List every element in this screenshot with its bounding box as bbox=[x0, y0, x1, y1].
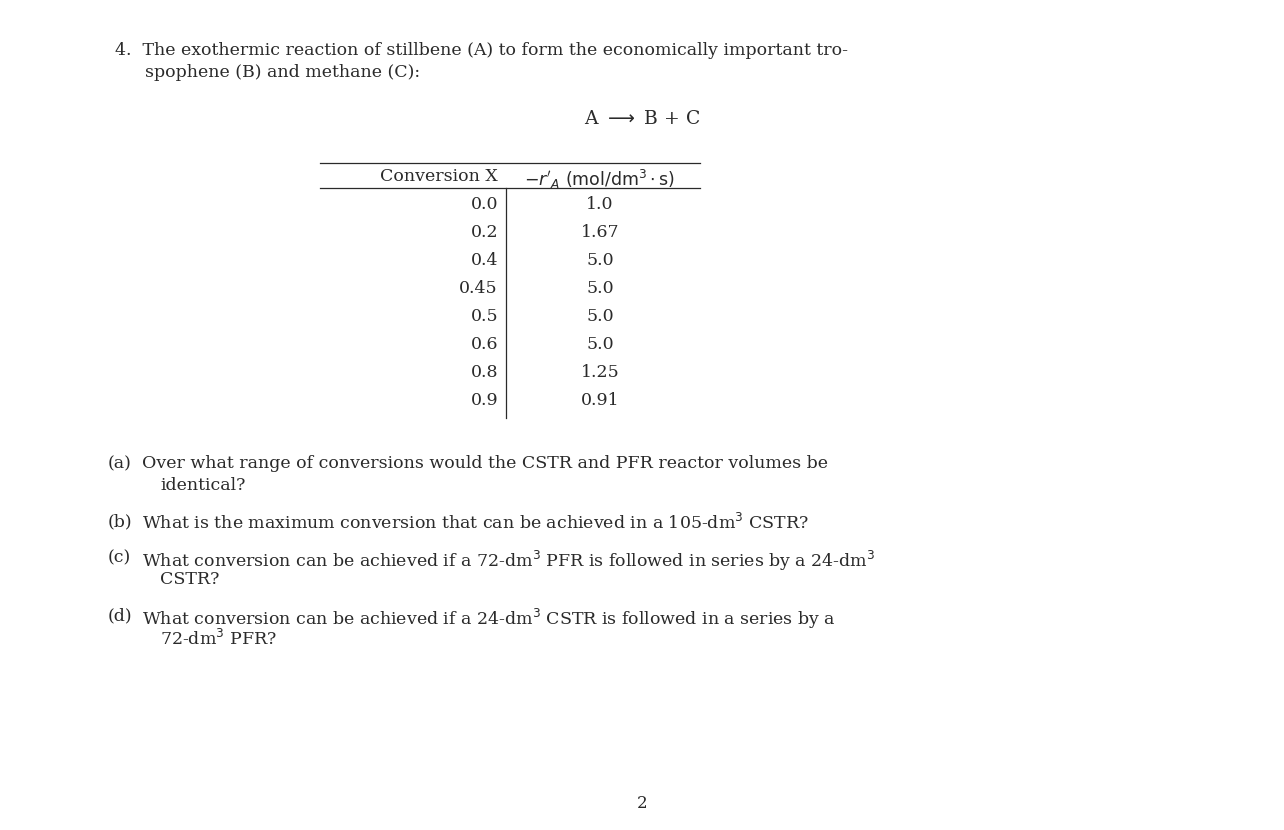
Text: 0.9: 0.9 bbox=[470, 392, 498, 409]
Text: 0.2: 0.2 bbox=[470, 224, 498, 241]
Text: 0.5: 0.5 bbox=[470, 308, 498, 325]
Text: 72-dm$^3$ PFR?: 72-dm$^3$ PFR? bbox=[160, 629, 277, 649]
Text: (a): (a) bbox=[108, 455, 132, 472]
Text: CSTR?: CSTR? bbox=[160, 571, 220, 588]
Text: (d): (d) bbox=[108, 607, 132, 624]
Text: Over what range of conversions would the CSTR and PFR reactor volumes be: Over what range of conversions would the… bbox=[143, 455, 828, 472]
Text: (b): (b) bbox=[108, 513, 132, 530]
Text: 0.91: 0.91 bbox=[580, 392, 619, 409]
Text: 0.0: 0.0 bbox=[470, 196, 498, 213]
Text: 0.4: 0.4 bbox=[470, 252, 498, 269]
Text: 0.45: 0.45 bbox=[460, 280, 498, 297]
Text: 5.0: 5.0 bbox=[587, 252, 614, 269]
Text: 0.8: 0.8 bbox=[470, 364, 498, 381]
Text: What conversion can be achieved if a 24-dm$^3$ CSTR is followed in a series by a: What conversion can be achieved if a 24-… bbox=[143, 607, 836, 631]
Text: Conversion X: Conversion X bbox=[380, 168, 498, 185]
Text: 1.25: 1.25 bbox=[580, 364, 619, 381]
Text: $-r'_A\ \mathrm{(mol/dm^3 \cdot s)}$: $-r'_A\ \mathrm{(mol/dm^3 \cdot s)}$ bbox=[524, 168, 675, 191]
Text: 4.  The exothermic reaction of stillbene (A) to form the economically important : 4. The exothermic reaction of stillbene … bbox=[116, 42, 847, 59]
Text: 0.6: 0.6 bbox=[470, 336, 498, 353]
Text: 5.0: 5.0 bbox=[587, 336, 614, 353]
Text: 1.67: 1.67 bbox=[580, 224, 619, 241]
Text: 5.0: 5.0 bbox=[587, 280, 614, 297]
Text: A $\longrightarrow$ B + C: A $\longrightarrow$ B + C bbox=[584, 110, 700, 128]
Text: 5.0: 5.0 bbox=[587, 308, 614, 325]
Text: identical?: identical? bbox=[160, 477, 245, 494]
Text: 1.0: 1.0 bbox=[587, 196, 614, 213]
Text: spophene (B) and methane (C):: spophene (B) and methane (C): bbox=[145, 64, 420, 81]
Text: What is the maximum conversion that can be achieved in a 105-dm$^3$ CSTR?: What is the maximum conversion that can … bbox=[143, 513, 809, 533]
Text: What conversion can be achieved if a 72-dm$^3$ PFR is followed in series by a 24: What conversion can be achieved if a 72-… bbox=[143, 549, 876, 573]
Text: (c): (c) bbox=[108, 549, 131, 566]
Text: 2: 2 bbox=[637, 795, 647, 812]
